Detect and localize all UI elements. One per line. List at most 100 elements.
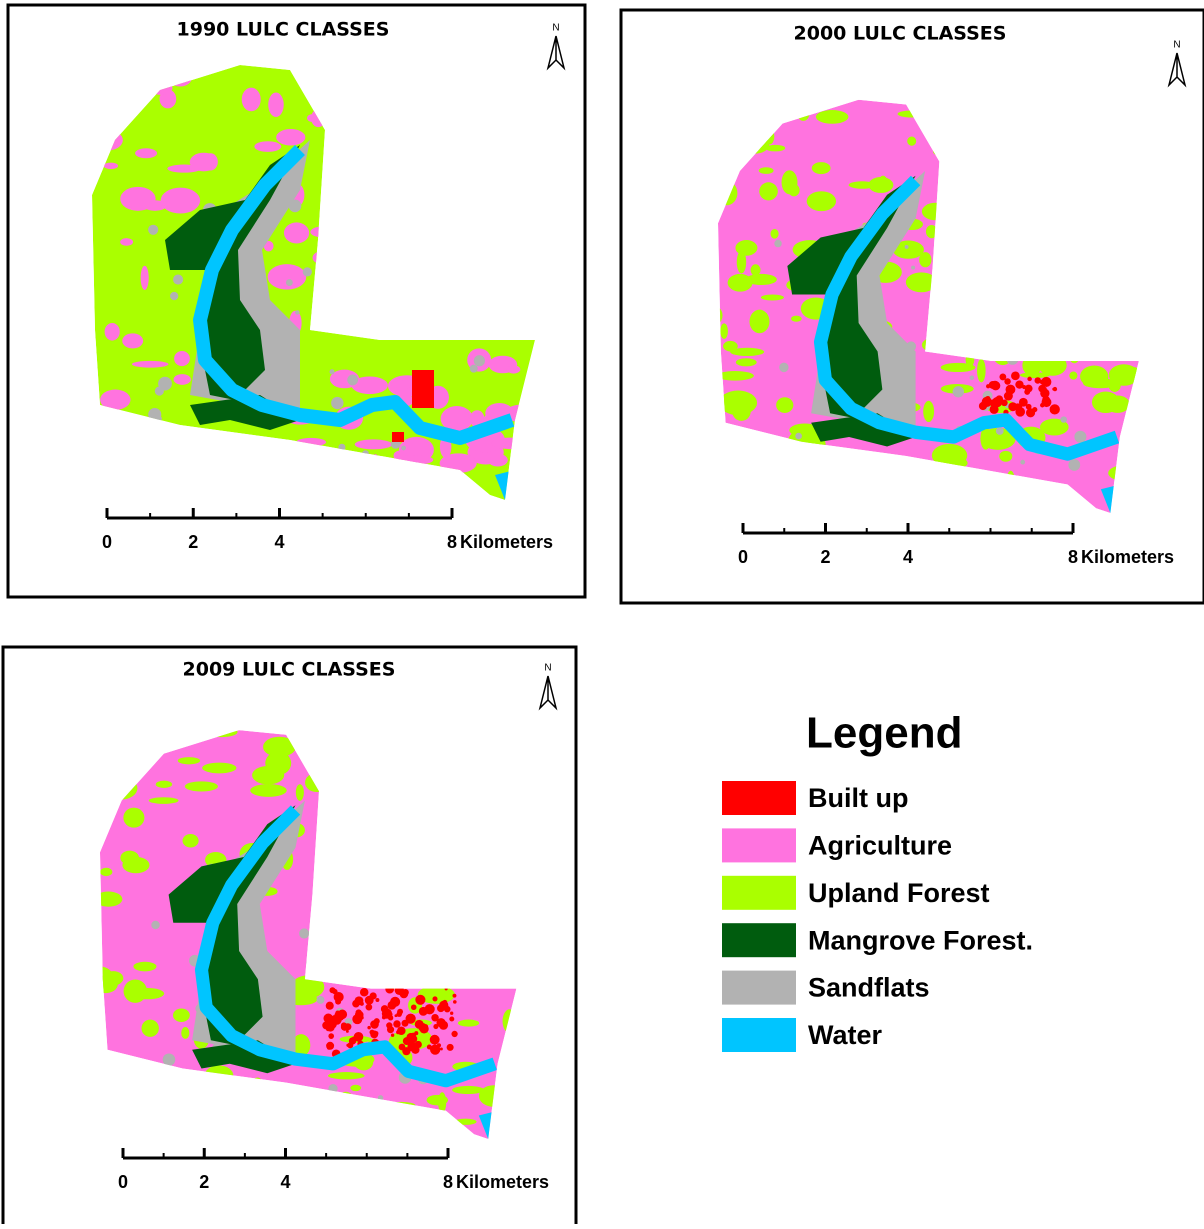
scale-label: 4: [280, 1172, 290, 1192]
land-patch: [308, 67, 320, 91]
land-patch: [440, 804, 470, 821]
sand-patch: [1006, 352, 1019, 365]
land-patch: [1038, 355, 1066, 376]
built-up: [328, 1033, 334, 1039]
land-patch: [1086, 324, 1098, 338]
land-patch: [759, 182, 778, 200]
scale-label: 0: [118, 1172, 128, 1192]
land-patch: [907, 137, 916, 146]
land-patch: [1052, 99, 1087, 118]
land-patch: [954, 494, 964, 516]
land-patch: [782, 170, 798, 194]
land-patch: [477, 299, 496, 317]
land-patch: [128, 424, 145, 436]
land-patch: [488, 738, 523, 746]
land-patch: [444, 129, 454, 150]
land-patch: [1017, 130, 1045, 151]
scale-label: 0: [102, 532, 112, 552]
land-patch: [339, 131, 354, 139]
sand-patch: [1068, 459, 1080, 471]
land-patch: [407, 286, 426, 307]
built-up: [431, 1014, 438, 1021]
land-patch: [354, 63, 388, 81]
land-patch: [452, 1086, 484, 1094]
land-patch: [463, 942, 492, 957]
land-patch: [384, 183, 415, 195]
land-patch: [296, 784, 304, 801]
land-patch: [497, 1085, 518, 1102]
land-patch: [122, 109, 133, 115]
land-patch: [736, 358, 757, 366]
sand-patch: [779, 363, 788, 372]
land-patch: [1125, 172, 1140, 194]
north-label: N: [544, 663, 551, 674]
land-patch: [1083, 378, 1118, 388]
land-patch: [758, 469, 786, 488]
sand-patch: [449, 965, 462, 978]
land-patch: [276, 129, 305, 145]
land-patch: [375, 980, 408, 989]
built-up: [366, 1004, 373, 1011]
land-patch: [375, 1100, 388, 1106]
sand-patch: [295, 310, 299, 314]
built-up: [445, 987, 448, 990]
built-up: [1025, 385, 1033, 393]
sand-patch: [905, 245, 909, 249]
land-patch: [475, 155, 495, 179]
land-patch: [451, 869, 476, 893]
built-up: [1040, 379, 1045, 384]
land-patch: [355, 439, 392, 449]
land-patch: [1016, 226, 1044, 246]
land-patch: [791, 316, 802, 322]
north-arrow: [548, 36, 564, 68]
sand-patch: [379, 889, 391, 901]
land-patch: [120, 851, 139, 865]
lulc-map: [87, 724, 525, 1142]
land-patch: [254, 141, 281, 152]
built-up: [412, 370, 434, 408]
sand-patch: [338, 444, 345, 451]
legend-label: Sandflats: [808, 973, 930, 1003]
land-patch: [495, 232, 526, 243]
sand-patch: [474, 355, 485, 366]
land-patch: [503, 188, 543, 195]
sand-patch: [970, 375, 975, 380]
land-patch: [424, 472, 447, 482]
land-patch: [320, 270, 360, 278]
land-patch: [484, 933, 494, 948]
legend-label: Upland Forest: [808, 878, 990, 908]
land-patch: [962, 474, 995, 496]
land-patch: [406, 120, 418, 145]
built-up: [1042, 397, 1052, 407]
sand-patch: [163, 1053, 176, 1066]
built-up: [341, 1023, 349, 1031]
land-patch: [717, 182, 726, 196]
land-patch: [862, 465, 889, 484]
built-up: [453, 1000, 457, 1004]
land-patch: [417, 111, 436, 131]
sand-patch: [456, 314, 468, 326]
land-patch: [354, 472, 368, 481]
land-patch: [135, 148, 157, 158]
land-patch: [878, 486, 911, 510]
land-patch: [1044, 168, 1079, 182]
built-up: [1006, 385, 1016, 395]
land-patch: [1108, 465, 1139, 480]
land-patch: [344, 211, 363, 225]
sand-patch: [148, 408, 161, 421]
land-patch: [748, 133, 757, 150]
sand-patch: [366, 878, 373, 885]
built-up: [331, 1017, 338, 1024]
land-patch: [161, 188, 201, 214]
land-patch: [343, 892, 365, 907]
land-patch: [444, 934, 456, 948]
land-patch: [450, 925, 461, 934]
land-patch: [509, 1016, 524, 1032]
built-up: [1014, 403, 1021, 410]
built-up: [334, 992, 344, 1002]
land-patch: [440, 239, 476, 261]
land-patch: [141, 266, 149, 290]
land-patch: [458, 1020, 479, 1027]
sand-patch: [401, 971, 406, 976]
sand-patch: [1020, 460, 1025, 465]
